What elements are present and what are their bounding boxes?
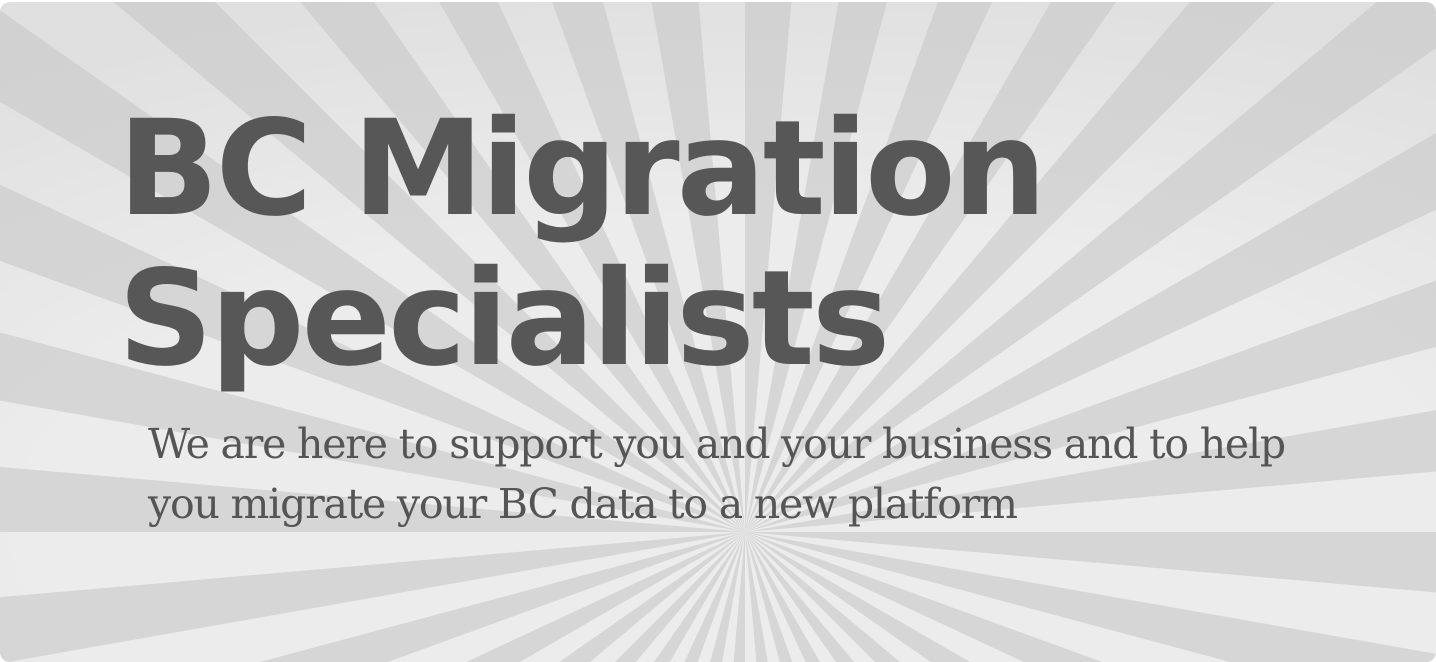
sunburst-ray [0, 532, 745, 662]
sunburst-ray [745, 532, 855, 662]
sunburst-ray [0, 184, 745, 532]
sunburst-ray [745, 2, 1436, 532]
sunburst-ray [733, 532, 745, 662]
sunburst-ray [0, 10, 745, 532]
hero-subtitle: We are here to support you and your busi… [148, 420, 1286, 528]
sunburst-ray [745, 2, 1117, 532]
sunburst-ray [745, 532, 768, 662]
sunburst-ray [745, 133, 1436, 532]
sunburst-ray [651, 2, 745, 532]
sunburst-ray [745, 532, 971, 662]
sunburst-ray [113, 2, 745, 532]
sunburst-ray [745, 2, 888, 532]
hero-title: BC Migration Specialists [118, 92, 1047, 396]
sunburst-ray [559, 532, 745, 662]
hero-title-line-1: BC Migration [118, 92, 1047, 246]
sunburst-ray [745, 532, 821, 662]
sunburst-ray [653, 532, 745, 662]
sunburst-ray [745, 280, 1436, 532]
sunburst-ray [259, 532, 745, 662]
sunburst-ray [745, 410, 1436, 532]
sunburst-ray [300, 2, 745, 532]
sunburst-ray [710, 532, 745, 662]
sunburst-ray [684, 532, 745, 662]
sunburst-ray [439, 2, 745, 532]
sunburst-ray [745, 532, 1436, 593]
sunburst-ray [745, 532, 1103, 662]
hero-title-line-2: Specialists [118, 242, 890, 396]
sunburst-ray [745, 532, 1436, 662]
sunburst-ray [466, 532, 745, 662]
sunburst-ray [745, 2, 993, 532]
sunburst-ray [745, 2, 792, 532]
sunburst-ray [0, 466, 745, 532]
sunburst-ray [745, 2, 1276, 532]
sunburst-ray [745, 532, 900, 662]
sunburst-ray [615, 532, 745, 662]
sunburst-ray [552, 2, 745, 532]
sunburst-ray [0, 332, 745, 532]
